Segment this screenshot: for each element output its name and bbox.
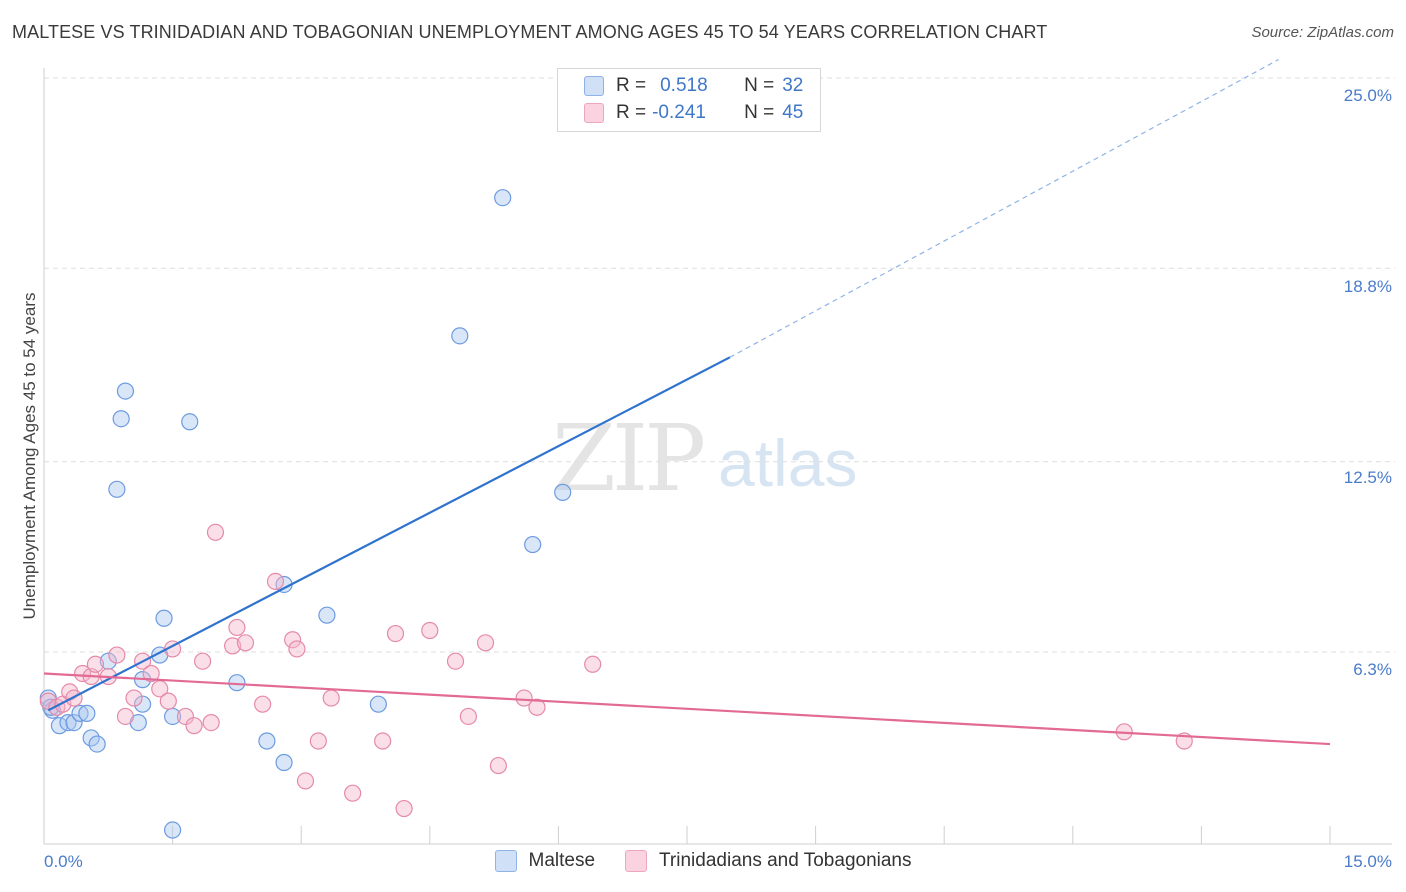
trinidadian-point bbox=[206, 523, 225, 541]
trinidadian-point bbox=[266, 572, 285, 591]
trinidadian-point bbox=[116, 707, 135, 726]
trinidadian-point bbox=[236, 634, 255, 652]
maltese-point bbox=[116, 382, 135, 400]
r-label: R = bbox=[616, 102, 647, 123]
legend-item-trinidadian: Trinidadians and Tobagonians bbox=[625, 850, 912, 872]
trinidadian-point bbox=[296, 772, 315, 790]
maltese-point bbox=[133, 695, 152, 713]
y-tick-label: 6.3% bbox=[1353, 660, 1392, 679]
trinidadian-point bbox=[344, 784, 362, 802]
trinidadian-point bbox=[309, 732, 327, 750]
n-label: N = bbox=[744, 102, 775, 123]
legend-swatch bbox=[584, 76, 604, 96]
maltese-trendline bbox=[47, 356, 731, 712]
y-tick-label: 12.5% bbox=[1343, 468, 1392, 487]
maltese-point bbox=[59, 713, 77, 732]
trinidadian-point bbox=[142, 664, 160, 683]
maltese-point bbox=[494, 189, 512, 207]
legend-swatch bbox=[625, 850, 648, 872]
trinidadian-point bbox=[395, 799, 413, 818]
legend-label: Maltese bbox=[528, 850, 596, 871]
trinidadian-point bbox=[446, 652, 465, 670]
r-value: -0.241 bbox=[652, 102, 706, 123]
r-label: R = bbox=[616, 75, 647, 96]
maltese-point bbox=[318, 606, 336, 624]
maltese-point bbox=[258, 732, 276, 750]
y-tick-label: 18.8% bbox=[1343, 277, 1392, 296]
trinidadian-point bbox=[86, 655, 105, 673]
series-legend: Maltese Trinidadians and Tobagonians bbox=[0, 850, 1406, 872]
legend-row-trinidadian: R = -0.241 N = 45 bbox=[584, 101, 803, 125]
trinidadian-point bbox=[476, 634, 495, 652]
trinidadian-point bbox=[185, 717, 203, 735]
maltese-point bbox=[275, 753, 293, 772]
maltese-point bbox=[369, 695, 387, 713]
y-tick-label: 25.0% bbox=[1343, 86, 1392, 105]
maltese-point bbox=[88, 735, 106, 753]
n-value: 32 bbox=[782, 75, 804, 96]
watermark-atlas: atlas bbox=[718, 426, 858, 500]
legend-row-maltese: R = 0.518 N = 32 bbox=[584, 74, 803, 98]
trinidadian-point bbox=[421, 621, 439, 640]
trinidadian-point bbox=[459, 707, 477, 726]
watermark-zip: ZIP bbox=[552, 405, 706, 512]
trinidadian-point bbox=[489, 756, 507, 775]
trinidadian-trendline bbox=[43, 672, 1331, 746]
trinidadian-point bbox=[125, 689, 143, 707]
trinidadian-point bbox=[194, 652, 212, 670]
trinidadian-point bbox=[515, 689, 533, 707]
source-label: Source: ZipAtlas.com bbox=[1251, 24, 1394, 41]
maltese-point bbox=[71, 704, 89, 722]
maltese-point bbox=[164, 821, 182, 839]
maltese-point bbox=[451, 327, 469, 345]
trinidadian-point bbox=[322, 689, 340, 707]
correlation-legend: R = 0.518 N = 32 R = -0.241 N = 45 bbox=[557, 68, 821, 132]
legend-swatch bbox=[494, 850, 517, 872]
trinidadian-point bbox=[159, 692, 177, 710]
n-value: 45 bbox=[782, 102, 804, 123]
trinidadian-point bbox=[224, 637, 242, 655]
maltese-point bbox=[181, 413, 199, 431]
trinidadian-point bbox=[108, 646, 126, 664]
trinidadian-point bbox=[202, 713, 220, 732]
maltese-point bbox=[78, 704, 96, 722]
trinidadian-point bbox=[288, 640, 306, 658]
r-value: 0.518 bbox=[660, 75, 708, 96]
maltese-point bbox=[112, 410, 130, 428]
maltese-point bbox=[524, 535, 542, 554]
trinidadian-point bbox=[374, 732, 392, 750]
trinidadian-point bbox=[228, 618, 246, 637]
x-tick-label: 15.0% bbox=[1343, 852, 1392, 871]
chart-title: MALTESE VS TRINIDADIAN AND TOBAGONIAN UN… bbox=[12, 22, 1048, 42]
trinidadian-point bbox=[254, 695, 272, 713]
legend-label: Trinidadians and Tobagonians bbox=[659, 850, 912, 871]
trinidadian-point bbox=[176, 707, 195, 726]
y-axis-label: Unemployment Among Ages 45 to 54 years bbox=[20, 292, 39, 620]
n-label: N = bbox=[744, 75, 775, 96]
trinidadian-point bbox=[584, 655, 602, 673]
maltese-point bbox=[155, 609, 173, 627]
legend-swatch bbox=[584, 103, 604, 123]
legend-item-maltese: Maltese bbox=[494, 850, 596, 872]
x-tick-label: 0.0% bbox=[44, 852, 83, 871]
trinidadian-point bbox=[528, 698, 546, 716]
maltese-point bbox=[99, 652, 117, 670]
maltese-point bbox=[108, 480, 126, 498]
trinidadian-point bbox=[284, 631, 302, 649]
trinidadian-point bbox=[386, 624, 405, 643]
maltese-point bbox=[65, 713, 83, 732]
maltese-point bbox=[554, 483, 572, 501]
